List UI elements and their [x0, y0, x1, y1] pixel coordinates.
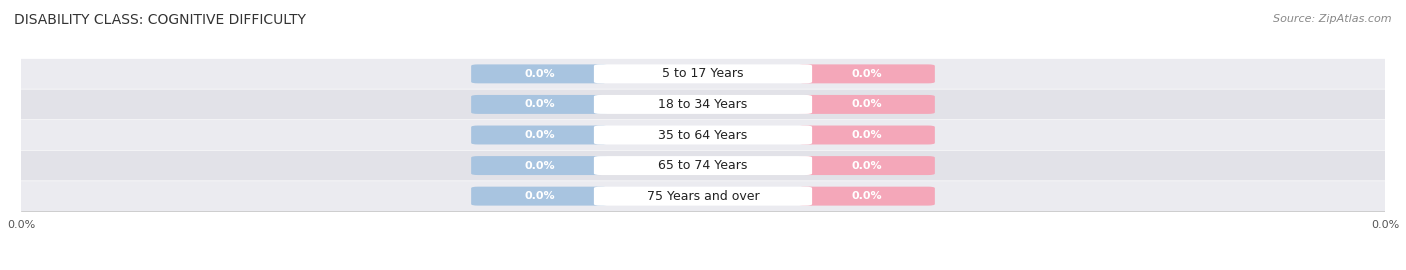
Text: 0.0%: 0.0%: [852, 99, 882, 109]
Text: 75 Years and over: 75 Years and over: [647, 190, 759, 202]
Text: 65 to 74 Years: 65 to 74 Years: [658, 159, 748, 172]
FancyBboxPatch shape: [593, 126, 813, 144]
Text: 0.0%: 0.0%: [852, 191, 882, 201]
FancyBboxPatch shape: [471, 95, 607, 114]
FancyBboxPatch shape: [14, 151, 1392, 181]
FancyBboxPatch shape: [14, 181, 1392, 211]
Text: DISABILITY CLASS: COGNITIVE DIFFICULTY: DISABILITY CLASS: COGNITIVE DIFFICULTY: [14, 14, 307, 28]
Text: 0.0%: 0.0%: [524, 161, 554, 171]
Text: 35 to 64 Years: 35 to 64 Years: [658, 129, 748, 141]
Text: 0.0%: 0.0%: [524, 130, 554, 140]
FancyBboxPatch shape: [799, 156, 935, 175]
FancyBboxPatch shape: [14, 89, 1392, 119]
FancyBboxPatch shape: [799, 187, 935, 206]
Text: 0.0%: 0.0%: [852, 69, 882, 79]
FancyBboxPatch shape: [593, 187, 813, 206]
FancyBboxPatch shape: [14, 59, 1392, 89]
FancyBboxPatch shape: [471, 187, 607, 206]
Text: 0.0%: 0.0%: [852, 130, 882, 140]
FancyBboxPatch shape: [799, 126, 935, 144]
Text: 0.0%: 0.0%: [524, 191, 554, 201]
Text: Source: ZipAtlas.com: Source: ZipAtlas.com: [1274, 14, 1392, 23]
FancyBboxPatch shape: [14, 120, 1392, 150]
FancyBboxPatch shape: [471, 156, 607, 175]
FancyBboxPatch shape: [593, 156, 813, 175]
Text: 18 to 34 Years: 18 to 34 Years: [658, 98, 748, 111]
Text: 0.0%: 0.0%: [524, 99, 554, 109]
FancyBboxPatch shape: [593, 95, 813, 114]
FancyBboxPatch shape: [799, 95, 935, 114]
Text: 5 to 17 Years: 5 to 17 Years: [662, 68, 744, 80]
Text: 0.0%: 0.0%: [524, 69, 554, 79]
Text: 0.0%: 0.0%: [852, 161, 882, 171]
FancyBboxPatch shape: [471, 64, 607, 83]
FancyBboxPatch shape: [799, 64, 935, 83]
FancyBboxPatch shape: [471, 126, 607, 144]
FancyBboxPatch shape: [593, 64, 813, 83]
